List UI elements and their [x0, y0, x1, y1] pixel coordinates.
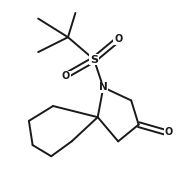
Text: N: N	[99, 82, 108, 92]
Text: O: O	[164, 127, 173, 137]
Text: O: O	[114, 34, 122, 44]
Text: S: S	[90, 54, 98, 65]
Text: O: O	[62, 71, 70, 81]
